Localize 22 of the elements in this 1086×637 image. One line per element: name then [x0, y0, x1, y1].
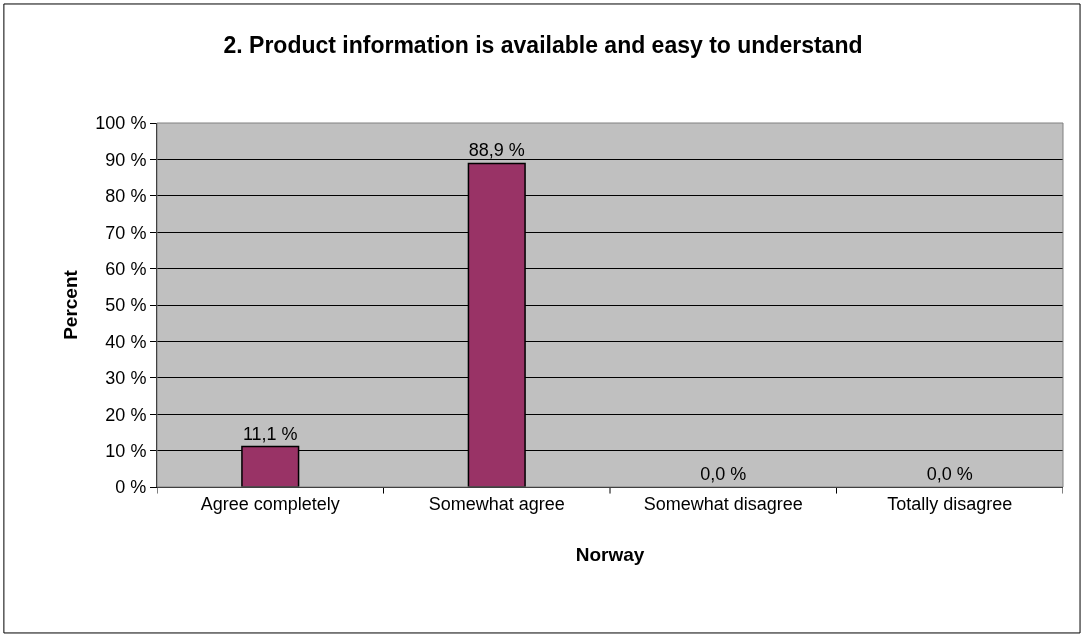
data-label: 0,0 %	[926, 464, 973, 484]
x-axis-title: Norway	[575, 544, 645, 566]
x-tick-label: Agree completely	[200, 493, 340, 514]
y-tick-label: 0 %	[115, 477, 147, 498]
y-tick-label: 20 %	[105, 404, 147, 425]
data-label: 88,9 %	[468, 140, 525, 161]
y-tick-label: 90 %	[105, 149, 147, 170]
chart-title: 2. Product information is available and easy to understand	[223, 31, 863, 58]
y-tick-label: 100 %	[95, 113, 147, 134]
x-tick-label: Totally disagree	[887, 493, 1013, 514]
x-tick-label: Somewhat disagree	[643, 493, 803, 514]
y-axis-title: Percent	[60, 269, 82, 340]
data-label: 0,0 %	[700, 464, 747, 484]
y-tick-label: 70 %	[105, 222, 147, 243]
y-tick-label: 60 %	[105, 258, 147, 279]
data-label: 11,1 %	[242, 423, 298, 444]
y-tick-label: 80 %	[105, 186, 147, 207]
x-tick-label: Somewhat agree	[428, 493, 565, 514]
y-tick-label: 10 %	[105, 440, 147, 461]
y-tick-label: 50 %	[105, 295, 147, 316]
y-tick-label: 30 %	[105, 368, 147, 389]
y-tick-label: 40 %	[105, 331, 147, 352]
